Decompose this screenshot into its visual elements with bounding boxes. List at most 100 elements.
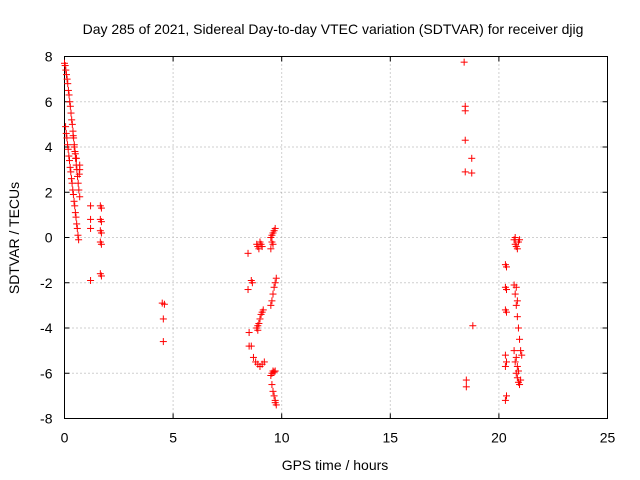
- data-point: [503, 358, 511, 366]
- data-point: [73, 220, 81, 228]
- data-point: [160, 300, 168, 308]
- data-point: [269, 290, 277, 298]
- data-point: [258, 243, 266, 251]
- data-point: [76, 193, 84, 201]
- data-point: [87, 276, 95, 284]
- data-point: [503, 308, 511, 316]
- data-point: [68, 116, 76, 124]
- data-point: [271, 399, 279, 407]
- data-point: [461, 107, 469, 115]
- data-point: [511, 358, 519, 366]
- data-point: [460, 58, 468, 66]
- data-point: [62, 129, 70, 137]
- data-point: [468, 154, 476, 162]
- data-point: [462, 383, 470, 391]
- data-point: [256, 315, 264, 323]
- data-points: [61, 58, 526, 409]
- data-point: [516, 381, 524, 389]
- data-point: [67, 175, 75, 183]
- data-point: [87, 202, 95, 210]
- data-point: [61, 62, 69, 70]
- data-point: [64, 86, 72, 94]
- data-point: [501, 396, 509, 404]
- data-point: [97, 229, 105, 237]
- data-point: [68, 179, 76, 187]
- data-point: [268, 381, 276, 389]
- data-point: [513, 297, 521, 305]
- data-point: [62, 66, 70, 74]
- data-point: [97, 272, 105, 280]
- data-point: [271, 367, 279, 375]
- data-point: [270, 392, 278, 400]
- data-point: [64, 141, 72, 149]
- data-point: [514, 324, 522, 332]
- data-point: [244, 286, 252, 294]
- data-point: [245, 329, 253, 337]
- data-point: [516, 236, 524, 244]
- data-point: [514, 367, 522, 375]
- data-point: [270, 283, 278, 291]
- data-point: [66, 98, 74, 106]
- data-point: [71, 202, 79, 210]
- data-point: [74, 179, 82, 187]
- data-point: [513, 245, 521, 253]
- data-point: [269, 240, 277, 248]
- data-point: [503, 286, 511, 294]
- chart-title: Day 285 of 2021, Sidereal Day-to-day VTE…: [83, 21, 584, 37]
- y-tick-label: 2: [45, 184, 53, 200]
- data-point: [67, 109, 75, 117]
- data-point: [461, 168, 469, 176]
- x-axis-label: GPS time / hours: [282, 457, 389, 473]
- data-point: [513, 313, 521, 321]
- data-point: [267, 301, 275, 309]
- data-point: [159, 338, 167, 346]
- x-tick-label: 5: [169, 430, 177, 446]
- y-tick-label: 8: [45, 49, 53, 65]
- data-point: [503, 263, 511, 271]
- data-point: [73, 224, 81, 232]
- data-point: [511, 234, 519, 241]
- data-point: [513, 362, 521, 370]
- data-point: [72, 213, 80, 221]
- data-point: [501, 351, 509, 359]
- data-point: [66, 102, 74, 110]
- data-point: [270, 368, 278, 376]
- data-point: [468, 169, 476, 177]
- x-tick-label: 20: [491, 430, 507, 446]
- y-axis-label: SDTVAR / TECUs: [6, 182, 22, 294]
- data-point: [64, 145, 72, 153]
- data-point: [247, 342, 255, 350]
- data-point: [254, 326, 262, 334]
- data-point: [503, 392, 511, 400]
- data-point: [271, 279, 279, 287]
- data-point: [272, 274, 280, 282]
- data-point: [66, 163, 74, 171]
- plot-frame: [64, 56, 608, 419]
- data-point: [248, 279, 256, 287]
- data-point: [62, 123, 70, 131]
- data-point: [518, 351, 526, 359]
- data-point: [74, 231, 82, 239]
- data-point: [87, 215, 95, 223]
- data-point: [69, 132, 77, 140]
- y-tick-label: -2: [40, 275, 53, 291]
- data-point: [63, 134, 71, 142]
- x-tick-label: 10: [274, 430, 290, 446]
- data-point: [159, 315, 167, 323]
- data-point: [97, 218, 105, 226]
- data-point: [512, 301, 520, 309]
- data-point: [501, 362, 509, 370]
- y-tick-label: 6: [45, 94, 53, 110]
- data-point: [97, 204, 105, 212]
- grid: [64, 56, 608, 419]
- y-tick-label: 4: [45, 139, 53, 155]
- data-point: [68, 120, 76, 128]
- data-point: [511, 290, 519, 298]
- data-point: [259, 306, 267, 314]
- data-point: [517, 347, 525, 355]
- data-point: [65, 152, 73, 160]
- data-point: [512, 283, 520, 291]
- y-tick-label: -4: [40, 320, 53, 336]
- data-point: [63, 75, 71, 83]
- data-point: [260, 358, 268, 366]
